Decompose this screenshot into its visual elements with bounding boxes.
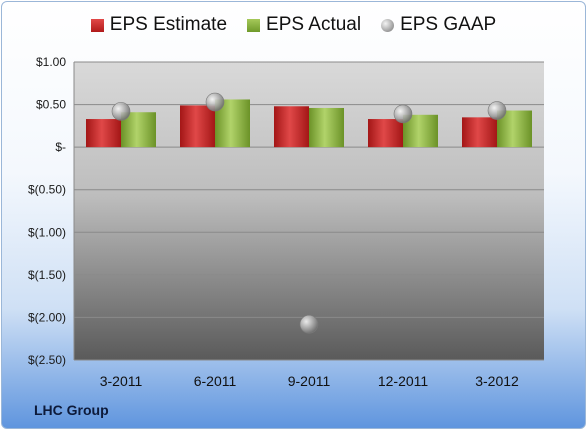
x-tick-label: 9-2011 bbox=[288, 373, 331, 389]
marker-eps-gaap bbox=[393, 104, 413, 124]
chart-legend: EPS Estimate EPS Actual EPS GAAP bbox=[0, 14, 587, 36]
bar-eps-estimate bbox=[462, 117, 497, 148]
x-tick-label: 12-2011 bbox=[378, 373, 429, 389]
y-tick-label: $(1.50) bbox=[28, 268, 66, 282]
bar-eps-estimate bbox=[86, 119, 121, 148]
x-axis-tick-labels: 3-2011 6-2011 9-2011 12-2011 3-2012 bbox=[100, 373, 519, 389]
bar-eps-estimate bbox=[180, 105, 215, 148]
legend-item-eps-actual: EPS Actual bbox=[247, 14, 361, 36]
marker-eps-gaap bbox=[205, 92, 225, 112]
bar-eps-actual bbox=[309, 107, 344, 148]
legend-item-eps-gaap: EPS GAAP bbox=[381, 14, 496, 36]
marker-eps-gaap bbox=[299, 314, 319, 334]
legend-label-eps-estimate: EPS Estimate bbox=[109, 14, 228, 35]
x-tick-label: 3-2011 bbox=[100, 373, 143, 389]
legend-label-eps-actual: EPS Actual bbox=[266, 14, 362, 35]
gaap-markers-group bbox=[111, 92, 507, 334]
y-axis-tick-labels: $1.00 $0.50 $- $(0.50) $(1.00) $(1.50) $(2.00)… bbox=[28, 55, 66, 367]
y-tick-label: $1.00 bbox=[36, 55, 66, 69]
x-tick-label: 3-2012 bbox=[475, 373, 519, 389]
y-tick-label: $(1.00) bbox=[28, 225, 66, 239]
marker-eps-gaap bbox=[487, 101, 507, 120]
bar-eps-estimate bbox=[274, 106, 309, 148]
x-tick-label: 6-2011 bbox=[194, 373, 237, 389]
marker-eps-gaap bbox=[111, 102, 131, 121]
legend-label-eps-gaap: EPS GAAP bbox=[400, 14, 497, 35]
bar-eps-estimate bbox=[368, 119, 403, 148]
legend-swatch-eps-actual bbox=[247, 18, 261, 32]
y-tick-label: $(0.50) bbox=[28, 183, 66, 197]
company-name: LHC Group bbox=[34, 402, 109, 418]
y-tick-label: $0.50 bbox=[36, 98, 66, 112]
legend-swatch-eps-gaap bbox=[381, 18, 395, 32]
y-tick-label: $(2.50) bbox=[28, 353, 66, 367]
legend-swatch-eps-estimate bbox=[90, 18, 104, 32]
legend-item-eps-estimate: EPS Estimate bbox=[90, 14, 228, 36]
y-tick-label: $(2.00) bbox=[28, 310, 66, 324]
y-tick-label: $- bbox=[55, 140, 66, 154]
